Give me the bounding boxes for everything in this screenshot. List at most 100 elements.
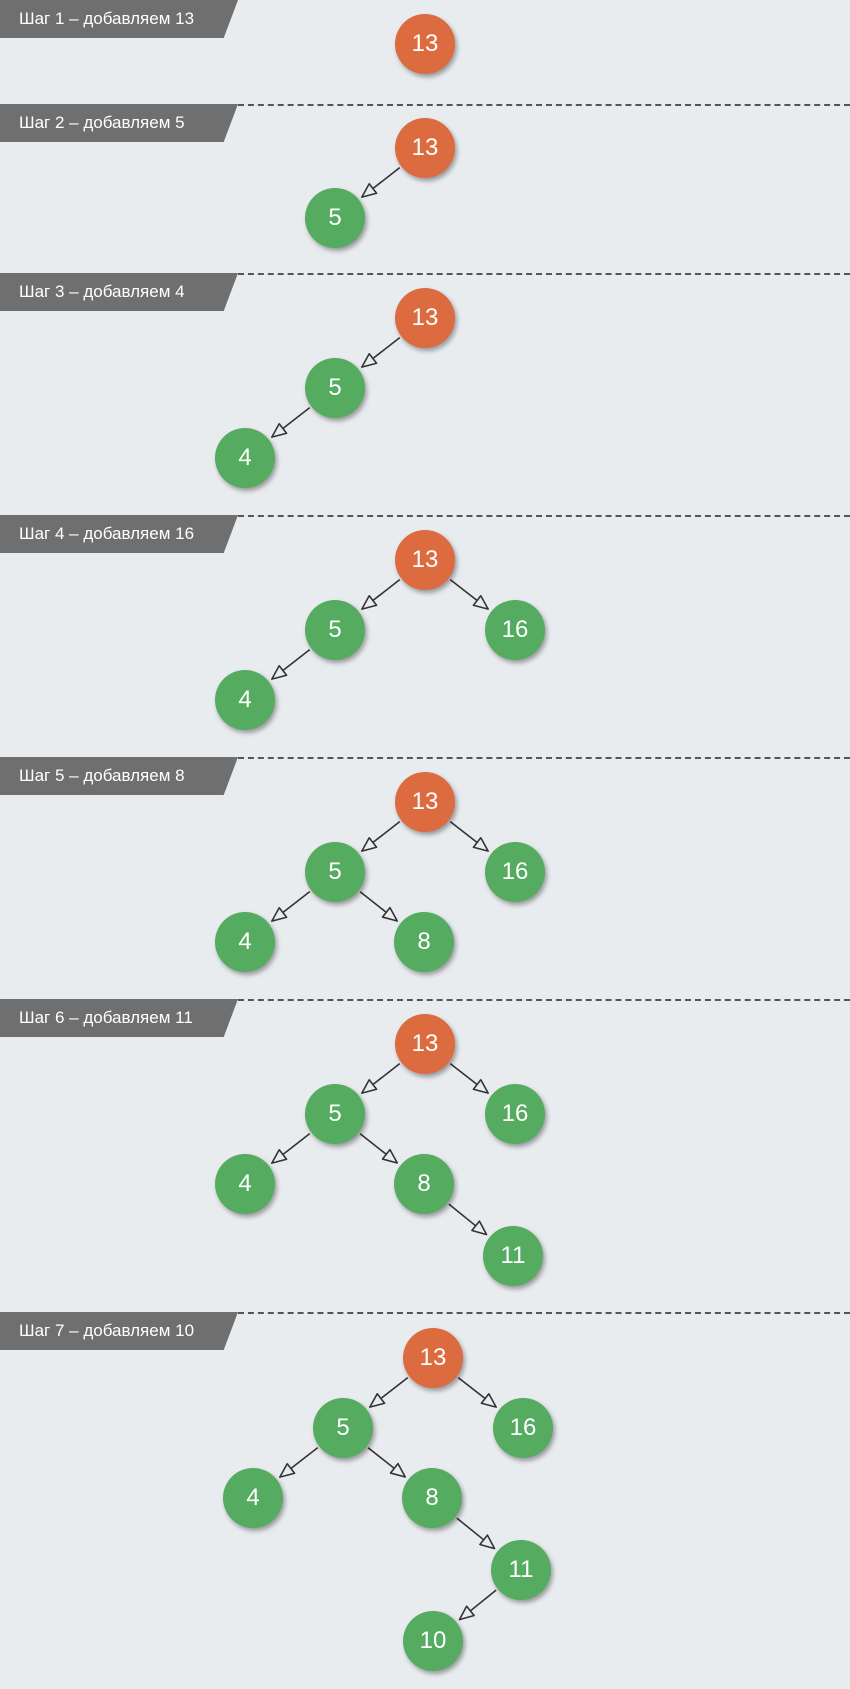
edge-n13-to-n5 <box>369 1377 409 1408</box>
step-separator <box>238 104 850 106</box>
tree-node-5: 5 <box>305 600 365 660</box>
tree-node-16: 16 <box>485 842 545 902</box>
tree-node-5: 5 <box>313 1398 373 1458</box>
tree-node-4: 4 <box>223 1468 283 1528</box>
tree-node-13: 13 <box>403 1328 463 1388</box>
step-5-label: Шаг 5 – добавляем 8 <box>0 757 238 795</box>
tree-node-8: 8 <box>394 1154 454 1214</box>
step-3-label: Шаг 3 – добавляем 4 <box>0 273 238 311</box>
step-separator <box>238 273 850 275</box>
arrowhead-icon <box>361 352 378 368</box>
tree-node-10: 10 <box>403 1611 463 1671</box>
edge-n5-to-n4 <box>271 1133 311 1164</box>
step-1-label: Шаг 1 – добавляем 13 <box>0 0 238 38</box>
edge-line <box>367 1447 395 1469</box>
edge-line <box>372 167 401 190</box>
edge-n13-to-n16 <box>449 1063 489 1094</box>
edge-line <box>456 1517 485 1541</box>
edge-line <box>449 579 478 602</box>
arrowhead-icon <box>279 1462 296 1478</box>
arrowhead-icon <box>271 664 288 680</box>
arrowhead-icon <box>361 594 378 610</box>
tree-node-13: 13 <box>395 288 455 348</box>
arrowhead-icon <box>361 836 378 852</box>
tree-node-13: 13 <box>395 772 455 832</box>
step-separator <box>238 757 850 759</box>
arrowhead-icon <box>271 906 288 922</box>
tree-node-11: 11 <box>491 1540 551 1600</box>
edge-n13-to-n16 <box>449 821 489 852</box>
edge-line <box>282 1133 311 1156</box>
step-2-label: Шаг 2 – добавляем 5 <box>0 104 238 142</box>
step-6-label: Шаг 6 – добавляем 11 <box>0 999 238 1037</box>
tree-node-5: 5 <box>305 1084 365 1144</box>
step-separator <box>238 999 850 1001</box>
edge-n8-to-n11 <box>448 1203 488 1236</box>
tree-node-8: 8 <box>402 1468 462 1528</box>
edge-line <box>449 1063 478 1086</box>
arrowhead-icon <box>369 1392 386 1408</box>
edge-n5-to-n8 <box>359 1133 399 1164</box>
arrowhead-icon <box>271 1148 288 1164</box>
arrowhead-icon <box>381 1148 399 1164</box>
edge-line <box>448 1203 477 1227</box>
tree-node-4: 4 <box>215 428 275 488</box>
edge-n8-to-n11 <box>456 1517 496 1550</box>
edge-line <box>457 1377 486 1400</box>
edge-n5-to-n4 <box>279 1447 319 1478</box>
edge-n5-to-n8 <box>367 1447 407 1478</box>
edge-n13-to-n5 <box>361 167 401 198</box>
tree-node-8: 8 <box>394 912 454 972</box>
edge-line <box>449 821 478 844</box>
edge-line <box>282 649 311 672</box>
edge-line <box>380 1377 409 1400</box>
edge-n5-to-n4 <box>271 649 311 680</box>
arrowhead-icon <box>472 836 489 852</box>
tree-node-5: 5 <box>305 842 365 902</box>
edge-n13-to-n5 <box>361 821 401 852</box>
edge-n13-to-n5 <box>361 337 401 368</box>
tree-node-11: 11 <box>483 1226 543 1286</box>
arrowhead-icon <box>472 1078 489 1094</box>
arrowhead-icon <box>361 1078 378 1094</box>
edge-n11-to-n10 <box>458 1589 497 1621</box>
arrowhead-icon <box>271 422 288 438</box>
arrowhead-icon <box>381 906 399 922</box>
arrowhead-icon <box>389 1462 407 1478</box>
tree-node-5: 5 <box>305 358 365 418</box>
edge-n13-to-n5 <box>361 1063 401 1094</box>
arrowhead-icon <box>472 594 489 610</box>
edge-line <box>290 1447 319 1470</box>
edge-line <box>372 1063 401 1086</box>
arrowhead-icon <box>361 182 378 198</box>
step-4-label: Шаг 4 – добавляем 16 <box>0 515 238 553</box>
arrowhead-icon <box>480 1392 497 1408</box>
arrowhead-icon <box>458 1605 475 1621</box>
step-separator <box>238 1312 850 1314</box>
tree-node-13: 13 <box>395 14 455 74</box>
edge-line <box>469 1589 497 1612</box>
edge-n13-to-n16 <box>449 579 489 610</box>
edge-n5-to-n4 <box>271 407 311 438</box>
edge-line <box>372 579 401 602</box>
arrowhead-icon <box>479 1534 496 1550</box>
tree-node-13: 13 <box>395 1014 455 1074</box>
tree-node-4: 4 <box>215 670 275 730</box>
tree-node-16: 16 <box>485 1084 545 1144</box>
edge-line <box>282 891 311 914</box>
arrowhead-icon <box>471 1220 488 1236</box>
step-7-label: Шаг 7 – добавляем 10 <box>0 1312 238 1350</box>
edge-n13-to-n16 <box>457 1377 497 1408</box>
edge-line <box>359 891 387 913</box>
tree-node-13: 13 <box>395 118 455 178</box>
edge-n5-to-n4 <box>271 891 311 922</box>
tree-node-4: 4 <box>215 1154 275 1214</box>
edge-line <box>359 1133 387 1155</box>
tree-node-16: 16 <box>485 600 545 660</box>
edge-line <box>282 407 311 430</box>
